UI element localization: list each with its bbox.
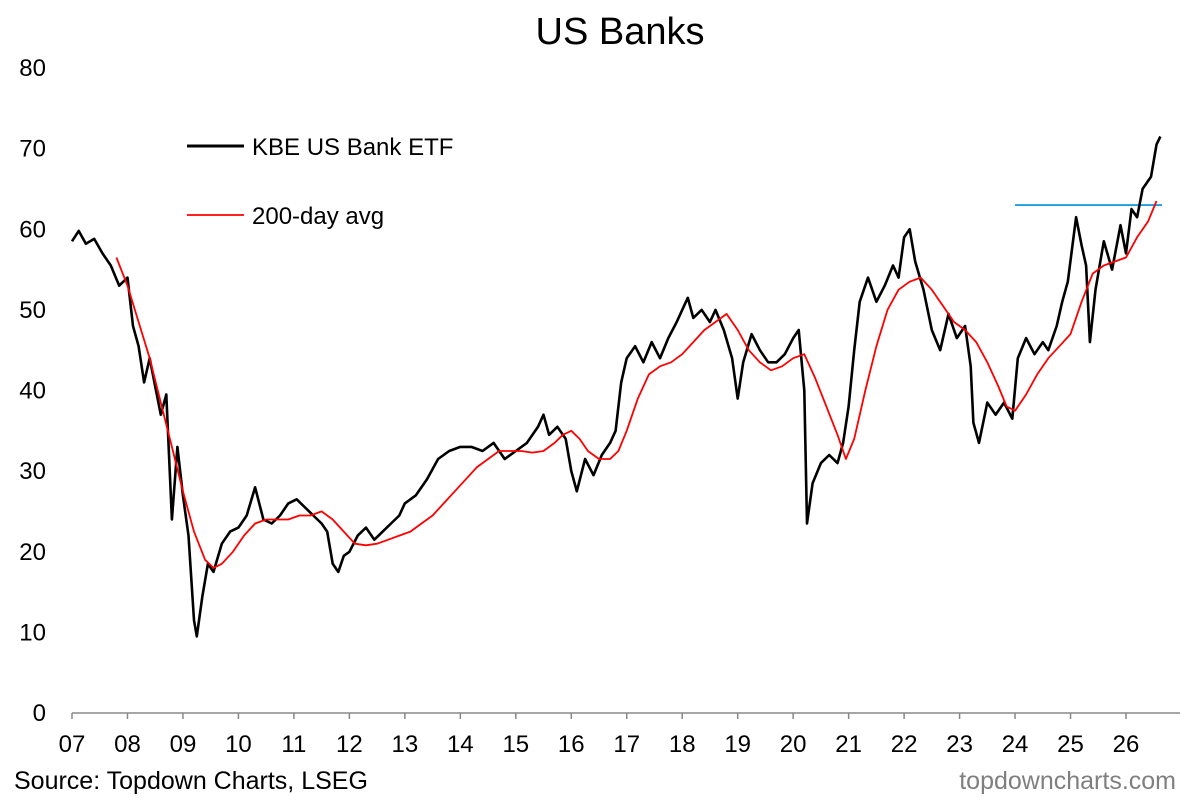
x-tick-label: 12: [336, 731, 363, 758]
x-tick-label: 14: [447, 731, 474, 758]
legend: KBE US Bank ETF 200-day avg: [187, 134, 453, 230]
x-tick-label: 08: [114, 731, 141, 758]
x-tick-label: 26: [1113, 731, 1140, 758]
x-axis-tick-marks: [71, 713, 1127, 719]
x-tick-label: 16: [558, 731, 585, 758]
x-tick-label: 07: [59, 731, 86, 758]
y-tick-label: 0: [33, 700, 46, 727]
x-tick-label: 15: [502, 731, 529, 758]
x-tick-label: 19: [724, 731, 751, 758]
x-axis-tick-labels: 07 08 09 10 11 12 13 14 15 16 17 18 19 20 21 22 23 24 25 26: [59, 731, 1140, 758]
series-lines: [70, 135, 1162, 638]
legend-label: 200-day avg: [252, 203, 384, 230]
watermark: topdowncharts.com: [959, 767, 1176, 795]
y-tick-label: 70: [19, 136, 46, 163]
y-tick-label: 20: [19, 539, 46, 566]
kbe-etf-line: [70, 135, 1162, 638]
x-tick-label: 10: [225, 731, 252, 758]
source-note: Source: Topdown Charts, LSEG: [14, 767, 368, 795]
legend-label: KBE US Bank ETF: [252, 134, 453, 161]
y-tick-label: 30: [19, 458, 46, 485]
x-tick-label: 17: [613, 731, 640, 758]
x-tick-label: 23: [946, 731, 973, 758]
y-tick-label: 40: [19, 378, 46, 405]
chart-title: US Banks: [535, 11, 705, 53]
y-tick-label: 60: [19, 216, 46, 243]
y-tick-label: 10: [19, 619, 46, 646]
x-tick-label: 20: [780, 731, 807, 758]
y-axis-tick-labels: 0 10 20 30 40 50 60 70 80: [19, 55, 46, 727]
x-tick-label: 18: [669, 731, 696, 758]
x-tick-label: 22: [891, 731, 918, 758]
y-tick-label: 50: [19, 297, 46, 324]
x-tick-label: 11: [281, 731, 306, 758]
x-tick-label: 21: [835, 731, 862, 758]
x-tick-label: 13: [391, 731, 418, 758]
moving-average-line: [115, 200, 1158, 569]
x-tick-label: 25: [1057, 731, 1084, 758]
x-tick-label: 24: [1002, 731, 1029, 758]
x-tick-label: 09: [170, 731, 197, 758]
y-tick-label: 80: [19, 55, 46, 82]
